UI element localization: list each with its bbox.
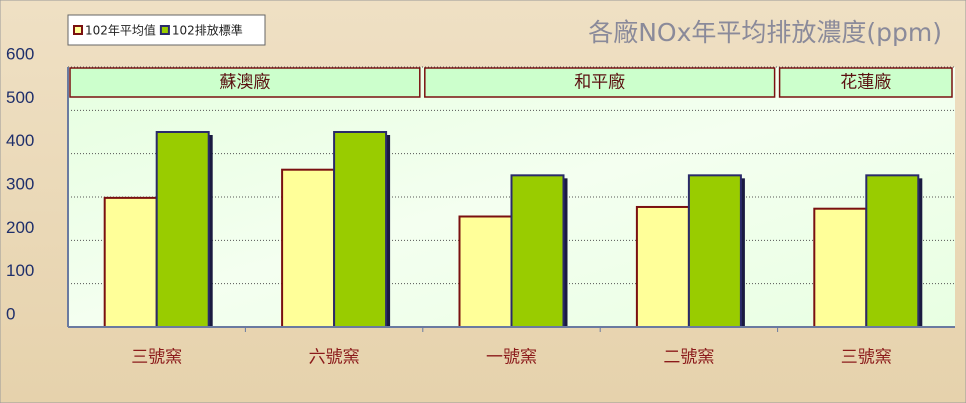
y-tick-label: 600 [6, 44, 34, 63]
bar [333, 131, 388, 328]
group-header [778, 67, 953, 98]
legend-swatch [159, 25, 170, 35]
y-tick-label: 0 [6, 304, 15, 323]
x-tick-label: 三號窯 [841, 348, 892, 368]
y-tick-label: 100 [6, 261, 34, 280]
x-tick-label: 一號窯 [486, 348, 537, 368]
chart-title: 各廠NOx年平均排放濃度(ppm) [588, 18, 942, 47]
x-tick-label: 三號窯 [131, 348, 182, 368]
group-header [69, 67, 421, 98]
bar [687, 174, 742, 328]
legend [67, 14, 266, 46]
bar [635, 205, 690, 328]
y-tick-label: 200 [6, 218, 34, 237]
bar [155, 131, 210, 328]
legend-label: 102年平均值 [85, 23, 156, 38]
y-tick-label: 300 [6, 174, 34, 193]
bar [865, 174, 920, 328]
group-header [424, 67, 776, 98]
legend-swatch [73, 25, 83, 35]
bar [458, 215, 513, 328]
group-label: 和平廠 [574, 72, 625, 93]
bar [813, 207, 868, 328]
bar [103, 196, 158, 328]
group-label: 蘇澳廠 [219, 72, 270, 93]
x-tick-label: 二號窯 [663, 348, 714, 368]
y-tick-label: 500 [6, 88, 34, 107]
group-label: 花蓮廠 [840, 72, 891, 93]
x-tick-label: 六號窯 [309, 348, 360, 368]
legend-label: 102排放標準 [172, 23, 243, 38]
bar [281, 168, 336, 328]
y-tick-label: 400 [6, 131, 34, 150]
bar [510, 174, 565, 328]
